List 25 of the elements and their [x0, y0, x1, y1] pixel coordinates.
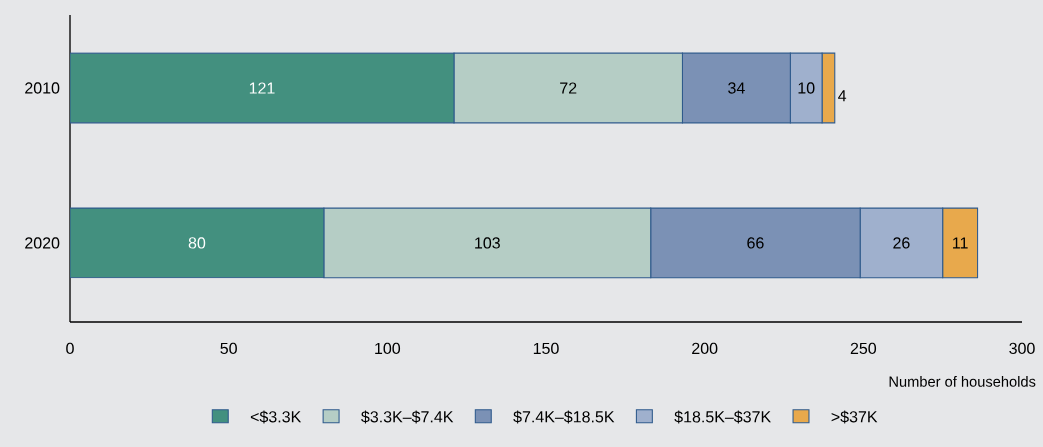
x-tick-label: 150: [533, 342, 559, 355]
x-tick-label: 50: [220, 342, 237, 355]
data-label: 121: [249, 82, 275, 94]
data-label: 11: [953, 237, 968, 249]
data-label: 72: [560, 82, 577, 94]
x-axis-title: Number of households: [889, 376, 1036, 387]
data-label: 66: [747, 237, 764, 249]
legend-label: <$3.3K: [250, 410, 302, 424]
legend-label: $18.5K–$37K: [674, 410, 771, 424]
data-label: 26: [893, 237, 910, 249]
x-tick-label: 250: [850, 342, 877, 355]
x-tick-label: 300: [1009, 342, 1035, 355]
data-label: 103: [475, 237, 500, 249]
data-label: 80: [188, 237, 206, 249]
x-tick-label: 200: [692, 342, 718, 355]
x-tick-label: 0: [66, 342, 74, 355]
data-label: 34: [728, 82, 745, 94]
y-tick-label: 2010: [25, 82, 60, 94]
legend-label: >$37K: [831, 410, 878, 424]
data-label: 4: [838, 90, 847, 102]
data-label: 10: [798, 82, 815, 94]
y-tick-label: 2020: [25, 237, 60, 249]
legend-label: $7.4K–$18.5K: [513, 410, 615, 424]
legend-label: $3.3K–$7.4K: [361, 410, 454, 424]
x-tick-label: 100: [375, 342, 401, 355]
